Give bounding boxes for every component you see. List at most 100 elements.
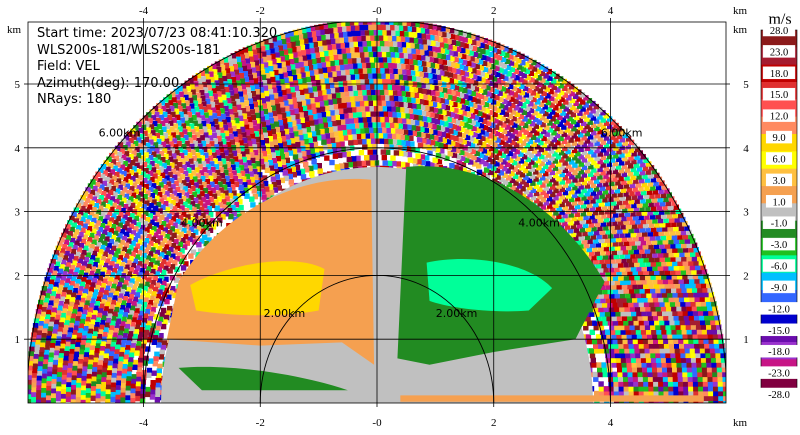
noise-cell: [207, 90, 213, 96]
noise-cell: [60, 389, 66, 395]
noise-cell: [241, 156, 247, 163]
noise-cell: [470, 119, 476, 125]
noise-cell: [643, 222, 649, 229]
noise-cell: [401, 118, 407, 124]
noise-cell: [331, 148, 338, 154]
noise-cell: [546, 166, 552, 173]
noise-cell: [623, 262, 629, 268]
noise-cell: [355, 133, 362, 140]
noise-cell: [652, 376, 659, 382]
noise-cell: [496, 113, 502, 120]
noise-cell: [662, 376, 669, 382]
noise-cell: [522, 116, 528, 122]
noise-cell: [238, 121, 245, 127]
noise-cell: [699, 348, 706, 354]
noise-cell: [183, 135, 189, 141]
noise-cell: [160, 307, 167, 314]
noise-cell: [441, 109, 447, 115]
noise-cell: [679, 343, 685, 349]
noise-cell: [644, 288, 651, 294]
noise-cell: [543, 117, 549, 124]
noise-cell: [587, 126, 594, 133]
noise-cell: [485, 85, 491, 91]
noise-cell: [82, 330, 88, 337]
noise-cell: [622, 228, 629, 234]
noise-cell: [588, 348, 595, 354]
noise-cell: [270, 76, 276, 83]
noise-cell: [600, 284, 606, 290]
noise-cell: [65, 391, 71, 398]
noise-cell: [627, 178, 633, 185]
noise-cell: [296, 73, 302, 79]
noise-cell: [370, 68, 376, 74]
noise-cell: [349, 96, 355, 102]
noise-cell: [149, 219, 155, 225]
noise-cell: [90, 395, 96, 401]
noise-cell: [293, 57, 299, 63]
noise-cell: [628, 198, 634, 205]
noise-cell: [357, 41, 363, 47]
noise-cell: [380, 122, 386, 128]
noise-cell: [88, 286, 94, 293]
noise-cell: [641, 181, 648, 188]
noise-cell: [103, 327, 109, 333]
noise-cell: [254, 180, 260, 186]
noise-cell: [168, 193, 175, 200]
noise-cell: [461, 139, 467, 145]
noise-cell: [587, 134, 594, 140]
noise-cell: [157, 208, 163, 214]
noise-cell: [347, 63, 354, 70]
noise-cell: [102, 278, 108, 284]
noise-cell: [349, 47, 355, 53]
noise-cell: [666, 234, 672, 241]
noise-cell: [50, 312, 56, 318]
noise-cell: [103, 262, 109, 269]
noise-cell: [329, 110, 335, 116]
noise-cell: [523, 92, 529, 98]
noise-cell: [575, 196, 581, 202]
noise-cell: [245, 63, 251, 70]
noise-cell: [474, 63, 480, 69]
noise-cell: [667, 333, 673, 340]
noise-cell: [447, 44, 453, 50]
noise-cell: [141, 161, 148, 168]
noise-cell: [74, 346, 80, 353]
noise-cell: [221, 138, 227, 145]
noise-cell: [344, 69, 350, 75]
noise-cell: [433, 57, 439, 64]
noise-cell: [184, 120, 190, 126]
noise-cell: [121, 246, 128, 253]
noise-cell: [267, 89, 274, 95]
noise-cell: [710, 352, 716, 359]
noise-cell: [412, 87, 419, 93]
noise-cell: [108, 351, 115, 357]
noise-cell: [594, 140, 600, 146]
noise-cell: [378, 138, 385, 144]
noise-cell: [526, 177, 533, 183]
noise-cell: [188, 210, 194, 217]
noise-cell: [377, 35, 384, 41]
noise-cell: [578, 243, 584, 249]
noise-cell: [617, 338, 623, 345]
noise-cell: [126, 238, 132, 244]
noise-cell: [697, 371, 703, 378]
noise-cell: [480, 135, 486, 141]
noise-cell: [207, 155, 214, 161]
noise-cell: [490, 93, 496, 99]
noise-cell: [327, 99, 333, 105]
noise-cell: [600, 297, 606, 304]
noise-cell: [285, 111, 291, 117]
noise-cell: [540, 189, 546, 195]
noise-cell: [80, 265, 86, 271]
noise-cell: [123, 280, 129, 286]
noise-cell: [598, 325, 605, 331]
noise-cell: [145, 142, 151, 149]
noise-cell: [601, 315, 607, 322]
noise-cell: [217, 217, 223, 223]
noise-cell: [124, 291, 130, 297]
noise-cell: [141, 231, 148, 237]
noise-cell: [126, 189, 132, 196]
noise-cell: [234, 99, 241, 105]
noise-cell: [93, 305, 99, 311]
noise-cell: [285, 88, 291, 94]
